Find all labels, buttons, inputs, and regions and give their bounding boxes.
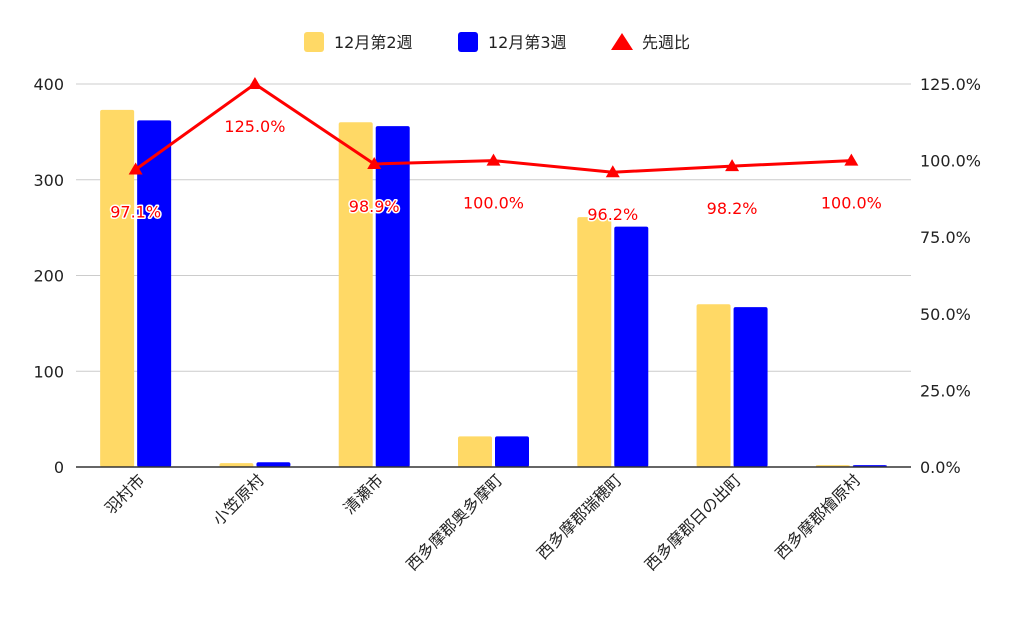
ratio-data-label: 100.0% <box>821 194 882 213</box>
left-axis-tick-label: 100 <box>33 362 64 381</box>
right-axis-tick-label: 75.0% <box>920 228 971 247</box>
ratio-data-label: 96.2% <box>587 205 638 224</box>
right-axis-tick-label: 0.0% <box>920 458 961 477</box>
left-axis-tick-label: 0 <box>54 458 64 477</box>
legend-label-series-3: 先週比 <box>642 33 690 52</box>
ratio-point <box>247 77 262 89</box>
bar <box>219 463 254 467</box>
ratio-data-label: 97.1% <box>110 202 161 221</box>
left-axis-tick-label: 400 <box>33 75 64 94</box>
legend: 12月第2週 12月第3週 先週比 <box>304 32 690 52</box>
right-axis-tick-label: 50.0% <box>920 305 971 324</box>
legend-swatch-series-2 <box>458 32 478 52</box>
bar <box>137 120 172 467</box>
ratio-line-series: 97.1% 125.0% 98.9% 100.0% 96.2% 98.2% 100.0% <box>109 77 883 226</box>
bar-series <box>100 109 887 468</box>
legend-label-series-2: 12月第3週 <box>488 33 567 52</box>
gridlines <box>76 83 911 372</box>
left-axis-tick-label: 200 <box>33 267 64 286</box>
ratio-data-label: 125.0% <box>224 117 285 136</box>
left-axis-ticks: 0 100 200 300 400 <box>33 75 64 477</box>
bar <box>495 436 529 467</box>
ratio-point <box>725 159 740 172</box>
legend-marker-series-3 <box>611 33 633 50</box>
bar <box>458 436 492 467</box>
ratio-point <box>128 162 143 175</box>
right-axis-tick-label: 25.0% <box>920 381 971 400</box>
ratio-data-label: 98.9% <box>349 197 400 216</box>
legend-label-series-1: 12月第2週 <box>334 33 413 52</box>
ratio-point <box>605 165 620 178</box>
right-axis-ticks: 0.0% 25.0% 50.0% 75.0% 100.0% 125.0% <box>920 75 981 477</box>
bar <box>375 126 410 467</box>
right-axis-tick-label: 100.0% <box>920 152 981 171</box>
ratio-point <box>486 153 501 166</box>
left-axis-tick-label: 300 <box>33 171 64 190</box>
bar <box>338 122 373 468</box>
ratio-point <box>367 156 382 169</box>
bar <box>256 462 291 467</box>
bar <box>733 307 768 467</box>
bar <box>577 217 612 467</box>
bar <box>100 109 135 467</box>
ratio-data-label: 98.2% <box>707 199 758 218</box>
legend-swatch-series-1 <box>304 32 324 52</box>
right-axis-tick-label: 125.0% <box>920 75 981 94</box>
ratio-data-label: 100.0% <box>463 194 524 213</box>
bar <box>614 226 649 467</box>
bar <box>696 304 731 467</box>
ratio-point <box>844 153 859 166</box>
